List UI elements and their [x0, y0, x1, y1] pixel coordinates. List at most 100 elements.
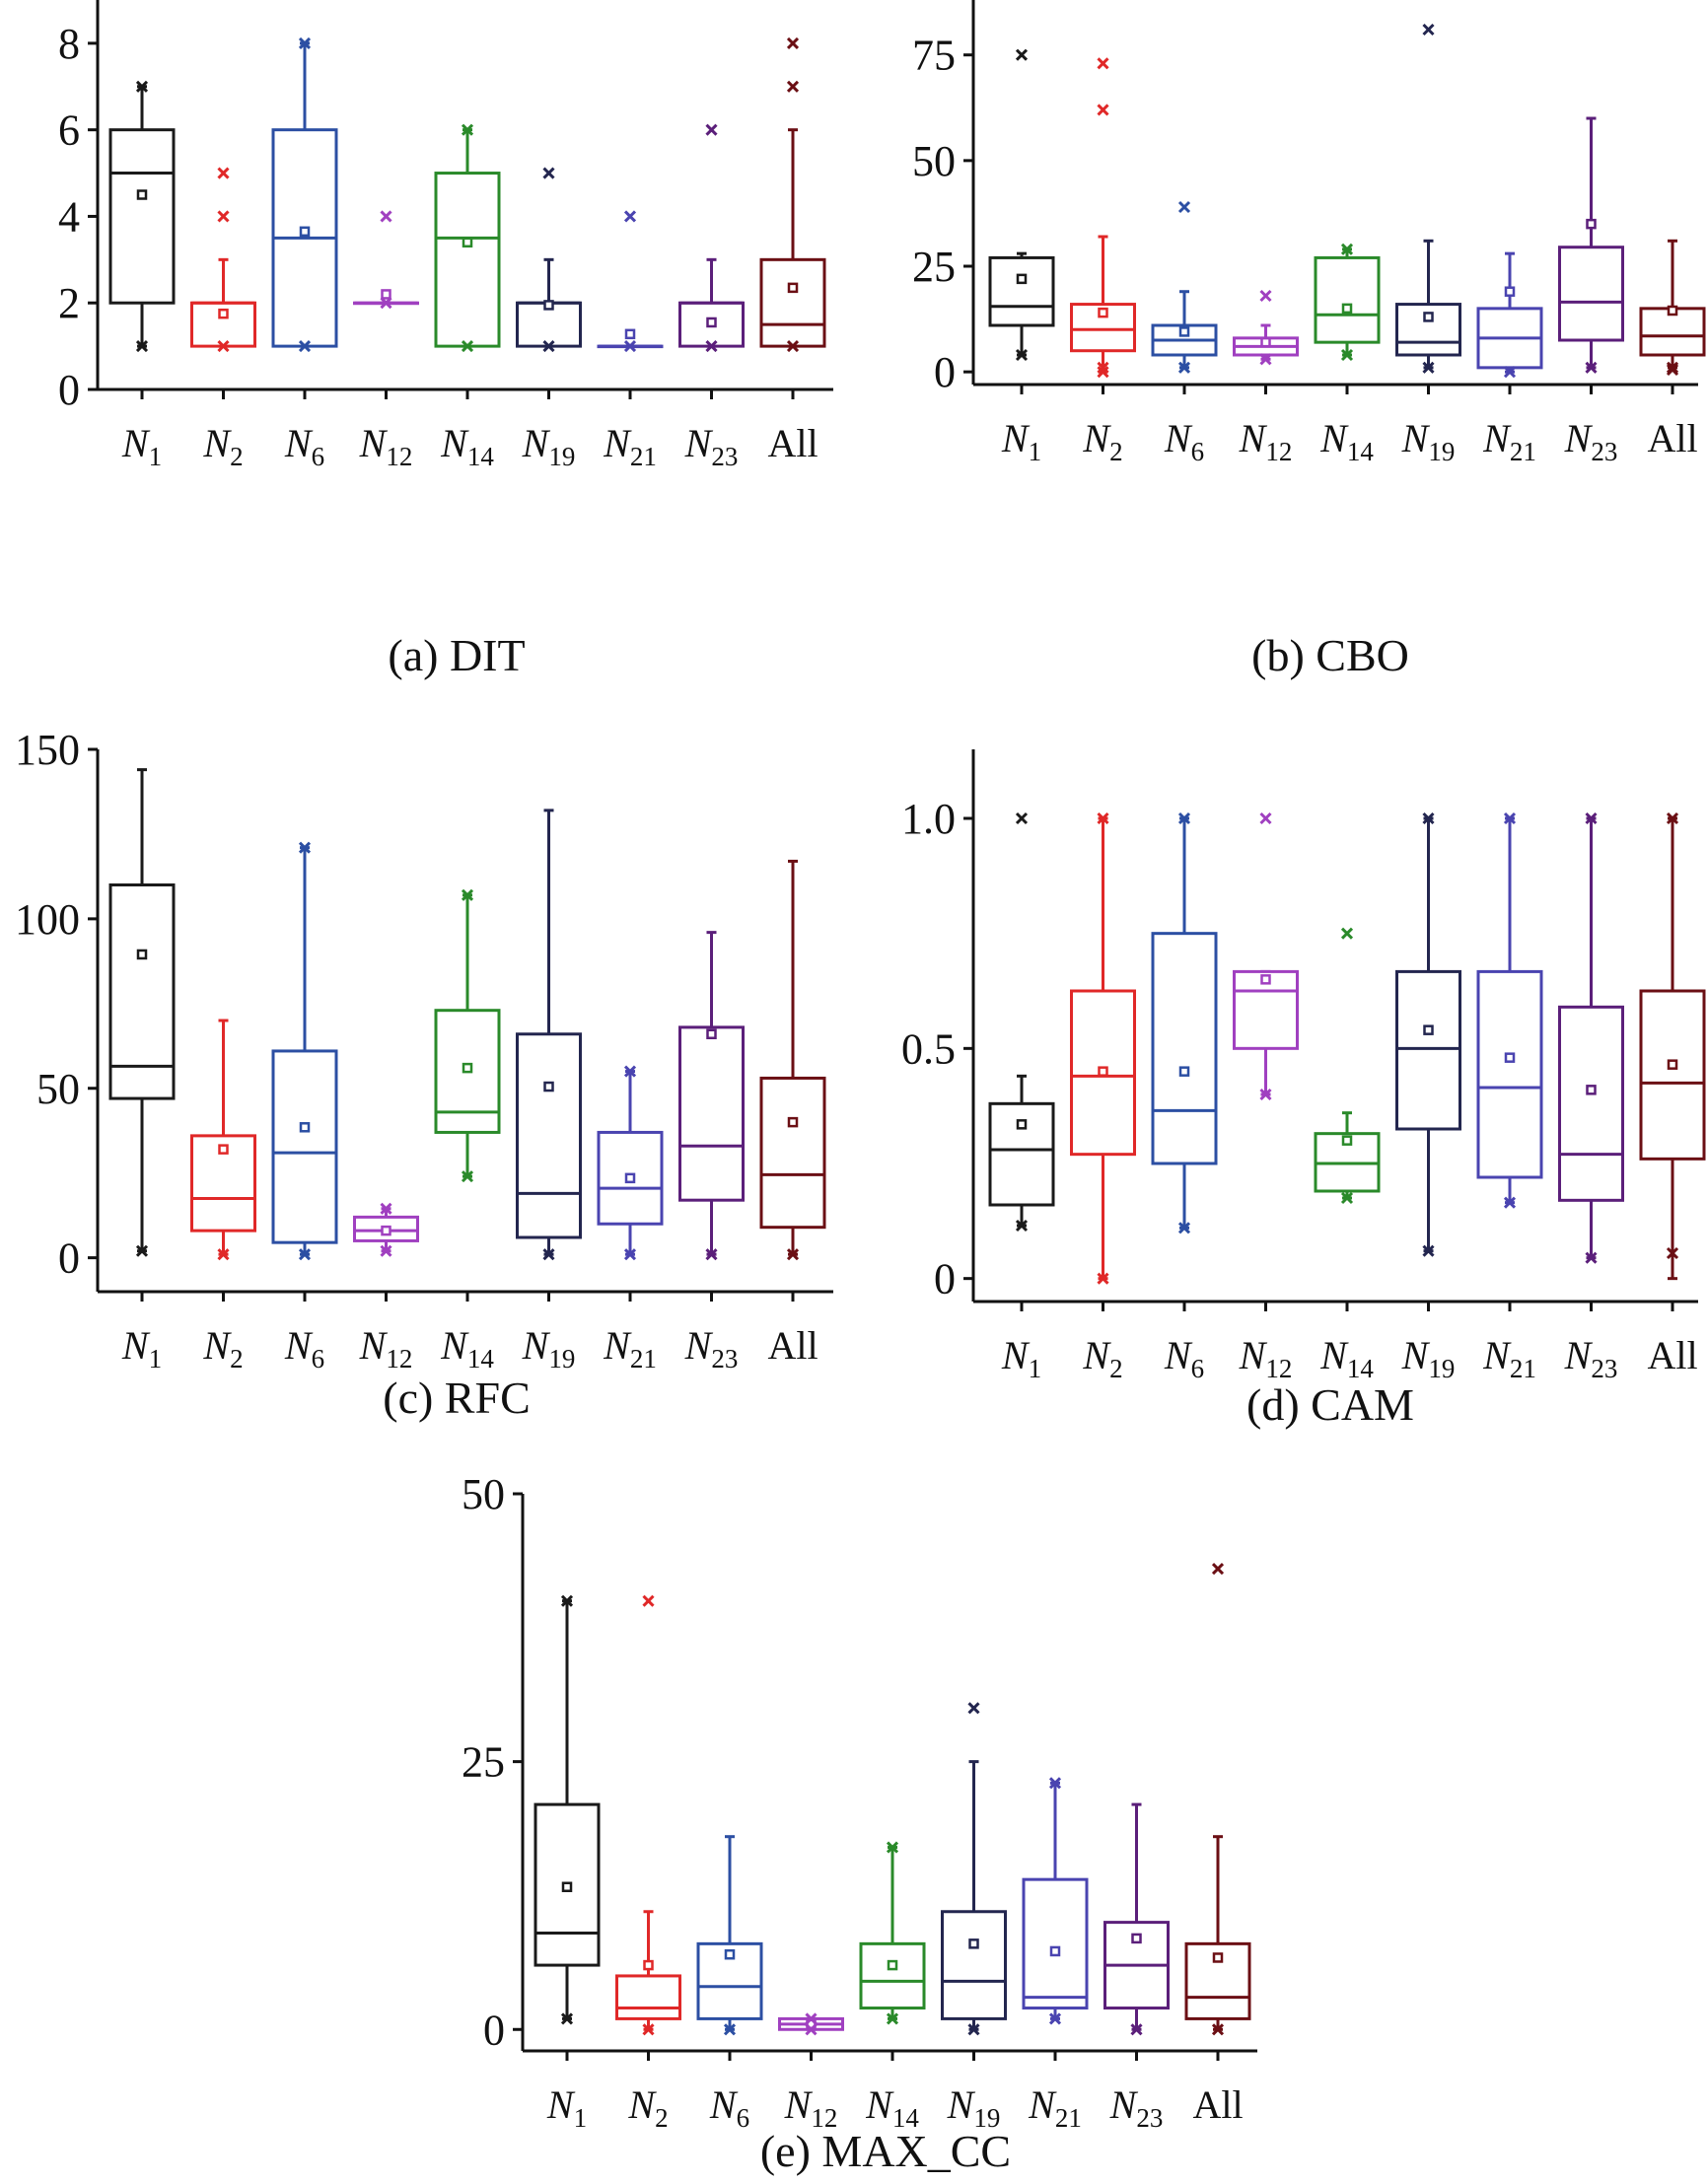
min-max-marker	[1340, 927, 1354, 940]
box	[1395, 303, 1461, 357]
min-max-marker	[1503, 366, 1517, 379]
mean-marker	[299, 226, 311, 238]
box-plot-group: N1	[988, 811, 1055, 1383]
box-plot-group: All	[759, 36, 826, 465]
x-category-label: N23	[1564, 1333, 1618, 1383]
min-max-marker	[380, 1202, 392, 1215]
min-max-marker	[1422, 361, 1435, 374]
min-max-marker	[1503, 811, 1517, 825]
min-max-marker	[542, 340, 555, 353]
min-max-marker	[786, 340, 800, 353]
box-plot-panel: 0 25 50 N1 N2 N6 N12 N14 N19 N21 N23 All (e) MAX_CC	[462, 1470, 1257, 2176]
mean-marker	[1341, 1135, 1353, 1146]
min-max-marker	[1015, 48, 1029, 61]
box	[434, 172, 501, 348]
mean-marker	[787, 282, 799, 294]
box-plot-group: N1	[988, 48, 1055, 466]
min-max-marker	[1503, 1196, 1517, 1209]
min-max-marker	[1585, 361, 1598, 374]
box-plot-group: N23	[678, 123, 745, 471]
min-max-marker	[1259, 1088, 1272, 1101]
x-category-label: N2	[1082, 416, 1122, 466]
mean-marker	[1586, 218, 1597, 230]
box-plot-group: N2	[615, 1594, 681, 2133]
min-max-marker	[1340, 348, 1354, 362]
mean-marker	[1098, 1066, 1108, 1077]
x-category-label: N2	[202, 1323, 243, 1374]
y-tick-label: 50	[462, 1470, 505, 1518]
mean-marker	[1178, 1066, 1190, 1077]
mean-marker	[561, 1881, 573, 1893]
box-plot-group: N1	[108, 80, 176, 471]
x-category-label: N21	[603, 1323, 657, 1374]
x-category-label: N6	[709, 2082, 749, 2133]
box-plot-group: N21	[1476, 251, 1543, 466]
y-tick-label: 150	[15, 726, 80, 774]
box	[1314, 255, 1381, 344]
mean-marker	[1586, 1085, 1597, 1095]
mean-marker	[706, 317, 717, 328]
y-tick-label: 0	[58, 366, 80, 414]
min-max-marker	[1666, 363, 1679, 377]
mean-marker	[1049, 1945, 1061, 1957]
min-max-marker	[623, 1248, 637, 1261]
x-category-label: N21	[603, 421, 657, 471]
outlier-marker	[217, 167, 230, 179]
y-tick-label: 4	[58, 192, 80, 241]
y-tick-label: 1.0	[901, 795, 956, 843]
mean-marker	[968, 1938, 979, 1949]
box	[1476, 969, 1543, 1179]
min-max-marker	[560, 1594, 574, 1607]
x-category-label: All	[767, 421, 818, 465]
box	[759, 257, 826, 348]
box	[1151, 932, 1218, 1165]
min-max-marker	[1666, 361, 1679, 374]
box	[271, 1049, 338, 1244]
x-category-label: N23	[684, 421, 739, 471]
x-category-label: N19	[947, 2082, 1001, 2133]
outlier-marker	[217, 210, 230, 223]
x-category-label: N1	[1001, 1333, 1041, 1383]
min-max-marker	[542, 1248, 555, 1261]
panel-caption: (b) CBO	[1251, 630, 1409, 680]
y-tick-label: 0	[934, 1255, 956, 1303]
min-max-marker	[642, 2023, 655, 2036]
x-category-label: N19	[1401, 1333, 1456, 1383]
box-plot-panel: 0 25 50 75 N1 N2 N6 N12 N14 N19 N21 N23 All (b) CBO	[912, 0, 1706, 680]
x-category-label: N14	[1319, 1333, 1374, 1383]
min-max-marker	[1097, 366, 1109, 379]
mean-marker	[787, 1116, 799, 1128]
min-max-marker	[135, 1244, 149, 1257]
min-max-marker	[623, 1065, 637, 1078]
min-max-marker	[135, 80, 149, 93]
x-category-label: N23	[1564, 416, 1618, 466]
mean-marker	[299, 1122, 311, 1133]
min-max-marker	[1130, 2023, 1143, 2036]
x-category-label: N6	[284, 1323, 324, 1374]
x-category-label: N2	[1082, 1333, 1122, 1383]
x-category-label: N6	[1164, 1333, 1204, 1383]
min-max-marker	[298, 841, 312, 854]
min-max-marker	[1340, 1191, 1354, 1205]
min-max-marker	[723, 2023, 737, 2036]
y-tick-label: 50	[912, 137, 956, 185]
box	[353, 1215, 419, 1242]
outlier-marker	[1097, 104, 1109, 116]
min-max-marker	[967, 1702, 980, 1715]
y-tick-label: 25	[912, 243, 956, 291]
box	[1558, 246, 1624, 342]
mean-marker	[381, 1225, 391, 1236]
min-max-marker	[1422, 23, 1435, 36]
box-plot-group: N19	[1395, 23, 1461, 466]
x-category-label: N12	[1239, 416, 1293, 466]
mean-marker	[1260, 974, 1271, 985]
x-category-label: N23	[1109, 2082, 1164, 2133]
box-plot-group: All	[1184, 1562, 1251, 2127]
box-plot-group: N6	[1151, 811, 1218, 1383]
x-category-label: N1	[121, 1323, 162, 1374]
x-category-label: N19	[522, 1323, 576, 1374]
box-plot-group: N1	[534, 1594, 601, 2133]
mean-marker	[543, 1081, 554, 1092]
box-plot-panel: 0 0.5 1.0 N1 N2 N6 N12 N14 N19 N21 N23 All (d) CAM	[901, 749, 1706, 1430]
min-max-marker	[461, 340, 474, 353]
